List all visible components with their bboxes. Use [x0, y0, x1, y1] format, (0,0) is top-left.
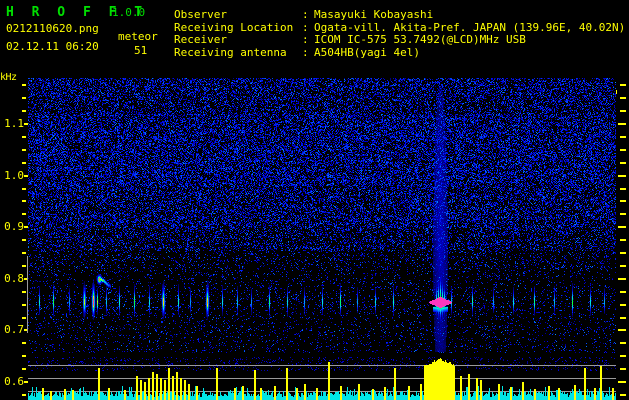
y-tick-label: 0.9: [4, 220, 24, 234]
y-tick-minor-right: [620, 97, 626, 100]
observer-info-table: Observer : Masayuki Kobayashi Receiving …: [174, 8, 626, 60]
y-tick-minor-right: [620, 264, 626, 267]
y-tick-minor: [22, 355, 26, 358]
info-value: ICOM IC-575 53.7492(@LCD)MHz USB: [314, 33, 526, 46]
filename-label: 0212110620.png: [6, 22, 99, 35]
y-tick-minor-right: [620, 135, 626, 138]
y-tick-label: 0.8: [4, 271, 24, 285]
info-key: Receiving antenna: [174, 45, 287, 59]
y-tick-minor: [22, 303, 26, 306]
y-tick-minor: [22, 97, 26, 100]
y-tick-minor: [22, 264, 26, 267]
y-tick-major-right: [618, 277, 626, 280]
info-row-receiver: Receiver : ICOM IC-575 53.7492(@LCD)MHz …: [174, 33, 625, 47]
y-tick-minor: [22, 84, 26, 87]
y-tick-minor-right: [620, 393, 626, 396]
y-tick-minor-right: [620, 84, 626, 87]
meteor-label: meteor: [118, 30, 158, 43]
info-sep: :: [302, 8, 309, 21]
info-value: Ogata-vill. Akita-Pref. JAPAN (139.96E, …: [314, 20, 626, 34]
y-tick-label: 0.6: [4, 375, 24, 388]
y-tick-minor-right: [620, 187, 626, 190]
info-sep: :: [302, 45, 309, 59]
power-strip-canvas: [28, 357, 616, 400]
meteor-count: 51: [134, 44, 148, 57]
y-tick-major: [24, 174, 28, 177]
y-tick-minor: [22, 161, 26, 164]
y-tick-minor: [22, 135, 26, 138]
y-tick-major: [24, 381, 28, 383]
y-tick-minor: [22, 213, 26, 216]
info-row-observer: Observer : Masayuki Kobayashi: [174, 8, 625, 22]
y-tick-minor: [22, 110, 26, 113]
y-tick-minor: [22, 316, 26, 319]
y-tick-major-right: [618, 381, 626, 383]
info-key: Receiver: [174, 33, 227, 46]
y-tick-minor-right: [620, 213, 626, 216]
y-tick-minor: [22, 200, 26, 203]
y-tick-minor-right: [620, 290, 626, 293]
datetime-label: 02.12.11 06:20: [6, 40, 99, 53]
y-tick-major: [24, 277, 28, 280]
y-tick-minor: [22, 342, 26, 345]
y-tick-minor-right: [620, 148, 626, 151]
y-tick-minor-right: [620, 355, 626, 358]
y-tick-major-right: [618, 123, 626, 125]
app-version: 1.0.0: [112, 6, 146, 19]
y-tick-minor-right: [620, 303, 626, 306]
y-tick-minor: [22, 368, 26, 371]
y-tick-major: [24, 226, 28, 229]
y-axis-unit-label: kHz: [0, 72, 17, 83]
spectrogram-canvas: [28, 78, 616, 353]
y-tick-minor-right: [620, 161, 626, 164]
y-tick-minor-right: [620, 200, 626, 203]
info-value: Masayuki Kobayashi: [314, 8, 434, 21]
header-panel: H R O F F T 1.0.0 0212110620.png 02.12.1…: [0, 0, 629, 70]
app-logo: H R O F F T: [6, 5, 148, 20]
y-tick-label: 1.0: [4, 168, 24, 182]
y-tick-minor: [22, 148, 26, 151]
y-tick-major: [24, 123, 28, 125]
spectrogram-panel: [28, 78, 616, 353]
info-key: Receiving Location: [174, 20, 294, 34]
y-tick-major-right: [618, 174, 626, 177]
info-row-receiving-location: Receiving Location : Ogata-vill. Akita-P…: [174, 20, 626, 35]
x-tick-mark: [615, 90, 617, 94]
y-tick-minor-right: [620, 252, 626, 254]
y-tick-minor: [22, 393, 26, 396]
info-sep: :: [302, 20, 309, 34]
y-tick-minor-right: [620, 368, 626, 371]
power-strip-chart: [28, 357, 616, 400]
y-tick-label: 0.7: [4, 323, 24, 337]
y-tick-minor-right: [620, 316, 626, 319]
y-tick-minor-right: [620, 239, 626, 242]
y-tick-major-right: [618, 329, 626, 332]
y-tick-minor: [22, 252, 26, 254]
y-tick-minor-right: [620, 110, 626, 113]
info-row-receiving-antenna: Receiving antenna : A504HB(yagi 4el): [174, 45, 625, 60]
info-sep: :: [302, 33, 309, 46]
y-tick-minor: [22, 187, 26, 190]
y-tick-major: [24, 329, 28, 332]
reference-level-marker: [27, 255, 28, 333]
y-tick-minor: [22, 290, 26, 293]
y-tick-minor: [22, 239, 26, 242]
y-tick-major-right: [618, 226, 626, 229]
y-tick-label: 1.1: [4, 117, 24, 130]
info-value: A504HB(yagi 4el): [314, 45, 420, 59]
info-key: Observer: [174, 8, 227, 21]
y-tick-minor-right: [620, 342, 626, 345]
